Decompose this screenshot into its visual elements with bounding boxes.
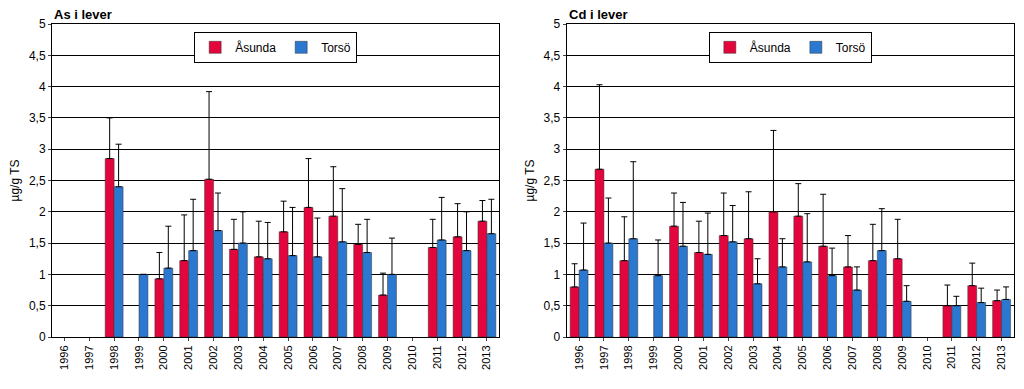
svg-text:4,5: 4,5	[29, 49, 46, 63]
svg-text:µg/g TS: µg/g TS	[8, 159, 22, 201]
svg-text:2000: 2000	[672, 345, 684, 369]
svg-text:1: 1	[554, 268, 561, 282]
svg-text:4,5: 4,5	[544, 49, 561, 63]
svg-text:0,5: 0,5	[544, 299, 561, 313]
svg-text:2006: 2006	[307, 345, 319, 369]
svg-text:2001: 2001	[182, 345, 194, 369]
svg-text:Åsunda: Åsunda	[235, 40, 276, 55]
svg-text:2003: 2003	[232, 345, 244, 369]
svg-text:2,5: 2,5	[29, 174, 46, 188]
svg-text:2012: 2012	[456, 345, 468, 369]
svg-text:1996: 1996	[58, 345, 70, 369]
svg-text:Cd i lever: Cd i lever	[569, 7, 628, 22]
svg-text:2: 2	[39, 205, 46, 219]
svg-text:2009: 2009	[381, 345, 393, 369]
svg-text:1997: 1997	[598, 345, 610, 369]
svg-text:2007: 2007	[846, 345, 858, 369]
svg-text:1999: 1999	[133, 345, 145, 369]
svg-text:2000: 2000	[157, 345, 169, 369]
svg-text:2013: 2013	[995, 345, 1007, 369]
svg-text:2012: 2012	[970, 345, 982, 369]
svg-text:4: 4	[39, 80, 46, 94]
svg-text:2013: 2013	[480, 345, 492, 369]
svg-text:3: 3	[554, 142, 561, 156]
svg-text:2011: 2011	[945, 345, 957, 369]
svg-text:2002: 2002	[207, 345, 219, 369]
svg-text:5: 5	[39, 17, 46, 31]
svg-text:3,5: 3,5	[544, 111, 561, 125]
svg-text:1996: 1996	[573, 345, 585, 369]
svg-text:2001: 2001	[697, 345, 709, 369]
svg-text:2008: 2008	[871, 345, 883, 369]
svg-text:µg/g TS: µg/g TS	[523, 159, 537, 201]
svg-text:2003: 2003	[747, 345, 759, 369]
svg-text:4: 4	[554, 80, 561, 94]
svg-text:0,5: 0,5	[29, 299, 46, 313]
svg-text:1997: 1997	[83, 345, 95, 369]
svg-text:1999: 1999	[647, 345, 659, 369]
svg-text:3,5: 3,5	[29, 111, 46, 125]
svg-text:As i lever: As i lever	[54, 7, 112, 22]
svg-text:2,5: 2,5	[544, 174, 561, 188]
svg-text:Torsö: Torsö	[321, 41, 351, 55]
svg-text:2009: 2009	[896, 345, 908, 369]
svg-text:5: 5	[554, 17, 561, 31]
svg-text:1,5: 1,5	[544, 236, 561, 250]
svg-text:2010: 2010	[921, 345, 933, 369]
svg-text:0: 0	[554, 330, 561, 344]
svg-text:Åsunda: Åsunda	[750, 40, 791, 55]
svg-text:2010: 2010	[406, 345, 418, 369]
svg-text:1,5: 1,5	[29, 236, 46, 250]
svg-text:Torsö: Torsö	[836, 41, 866, 55]
svg-text:2006: 2006	[821, 345, 833, 369]
svg-text:2002: 2002	[722, 345, 734, 369]
svg-text:1: 1	[39, 268, 46, 282]
svg-text:2004: 2004	[257, 345, 269, 369]
svg-text:2008: 2008	[356, 345, 368, 369]
svg-text:2005: 2005	[796, 345, 808, 369]
svg-text:2011: 2011	[431, 345, 443, 369]
svg-text:2: 2	[554, 205, 561, 219]
svg-text:3: 3	[39, 142, 46, 156]
svg-text:0: 0	[39, 330, 46, 344]
svg-text:1998: 1998	[622, 345, 634, 369]
svg-text:2004: 2004	[771, 345, 783, 369]
svg-text:2005: 2005	[282, 345, 294, 369]
svg-text:1998: 1998	[108, 345, 120, 369]
svg-text:2007: 2007	[331, 345, 343, 369]
